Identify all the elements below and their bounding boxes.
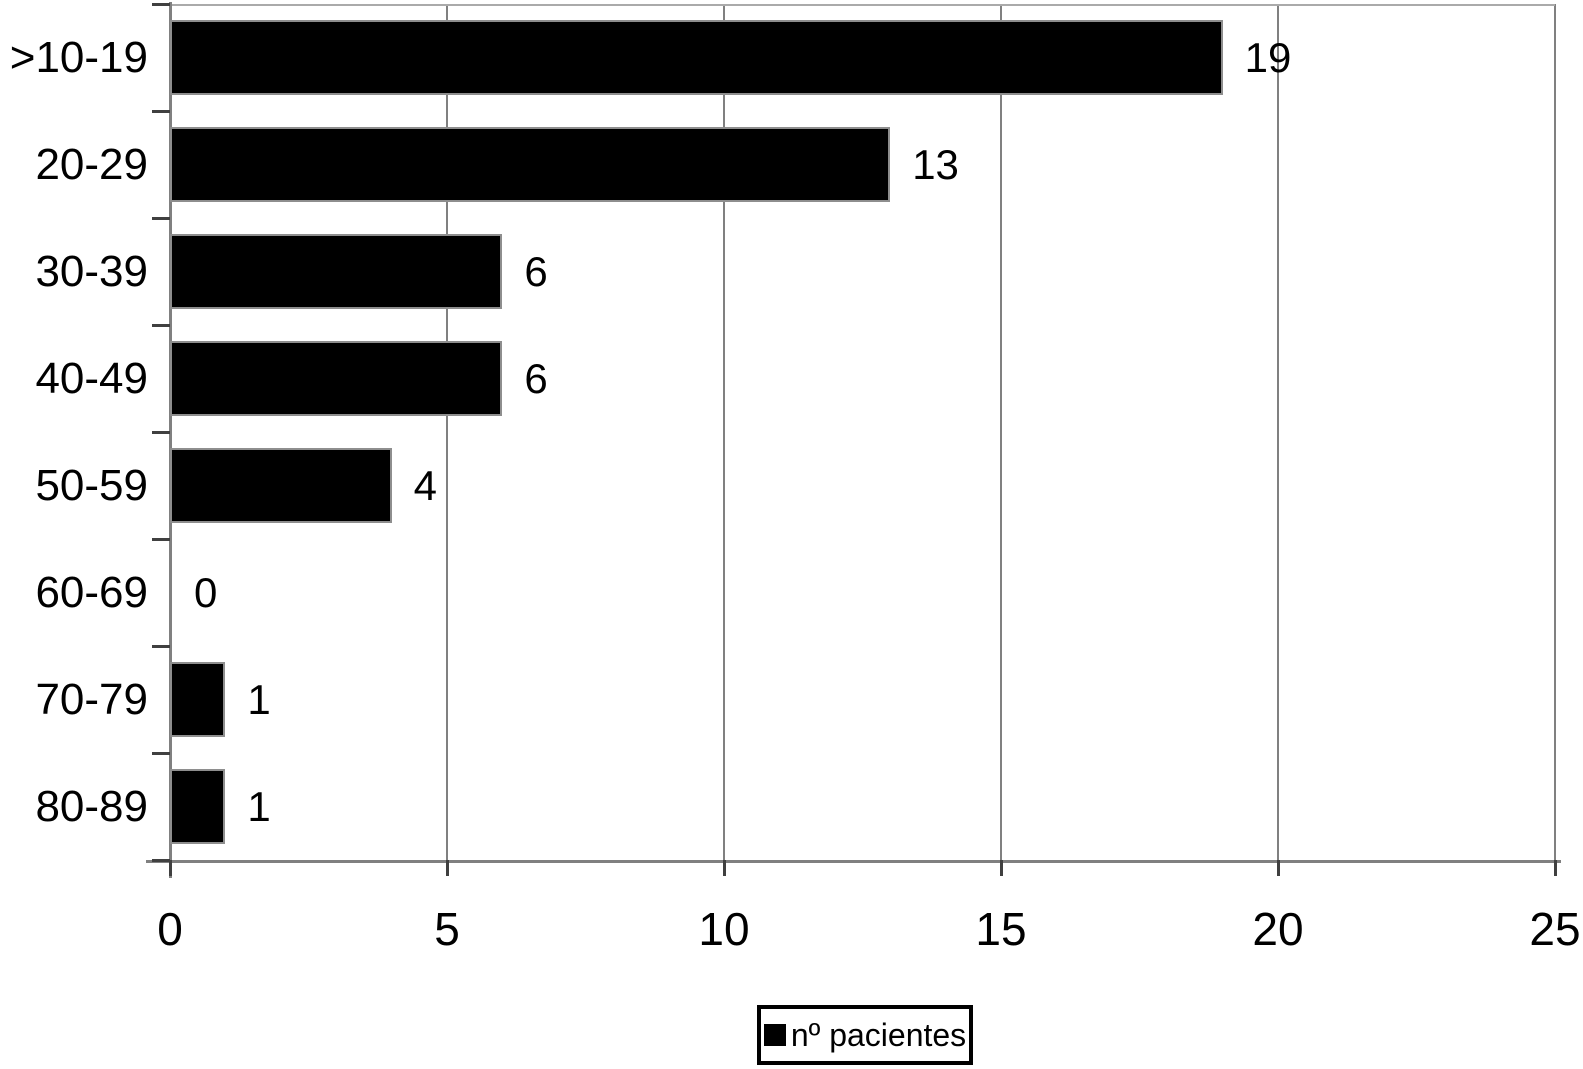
y-axis-tick — [152, 645, 170, 648]
plot-top-border — [170, 4, 1555, 6]
bar — [170, 341, 503, 416]
legend-swatch — [763, 1024, 786, 1046]
value-label: 1 — [247, 675, 271, 723]
bar — [170, 448, 392, 523]
bar — [170, 20, 1223, 95]
value-label: 4 — [413, 461, 437, 509]
x-axis-tick — [723, 860, 726, 876]
x-axis-label: 0 — [157, 903, 183, 955]
y-axis-tick — [152, 217, 170, 220]
x-axis-label: 15 — [975, 903, 1027, 955]
x-axis-tick — [1277, 860, 1280, 876]
y-axis-label: 80-89 — [35, 781, 148, 831]
value-label: 0 — [194, 568, 218, 616]
y-axis-tick — [152, 3, 170, 6]
x-axis-tick — [169, 860, 172, 876]
x-axis-label: 20 — [1252, 903, 1304, 955]
y-axis-tick — [152, 431, 170, 434]
x-axis-line — [146, 860, 1561, 863]
gridline — [1000, 4, 1002, 860]
y-axis-tick — [152, 324, 170, 327]
y-axis-tick — [152, 110, 170, 113]
y-axis-label: >10-19 — [9, 32, 148, 82]
y-axis-tick — [152, 859, 170, 862]
y-axis-label: 20-29 — [35, 139, 148, 189]
legend-label: nº pacientes — [790, 1017, 967, 1053]
value-label: 6 — [524, 354, 548, 402]
x-axis-label: 5 — [434, 903, 460, 955]
y-axis-label: 30-39 — [35, 246, 148, 296]
x-axis-label: 25 — [1529, 903, 1581, 955]
y-axis-label: 60-69 — [35, 567, 148, 617]
bar — [170, 769, 226, 844]
bar — [170, 127, 891, 202]
value-label: 19 — [1244, 33, 1292, 81]
x-axis-tick — [446, 860, 449, 876]
gridline — [1277, 4, 1279, 860]
x-axis-tick — [1000, 860, 1003, 876]
y-axis-line — [169, 2, 172, 878]
x-axis-tick — [1554, 860, 1557, 876]
y-axis-label: 40-49 — [35, 353, 148, 403]
y-axis-label: 50-59 — [35, 460, 148, 510]
y-axis-tick — [152, 538, 170, 541]
gridline — [723, 4, 725, 860]
y-axis-label: 70-79 — [35, 674, 148, 724]
gridline — [1554, 4, 1556, 860]
bar — [170, 662, 226, 737]
value-label: 1 — [247, 782, 271, 830]
x-axis-label: 10 — [698, 903, 750, 955]
legend: nº pacientes — [757, 1005, 973, 1065]
y-axis-tick — [152, 752, 170, 755]
value-label: 13 — [912, 140, 959, 188]
value-label: 6 — [524, 247, 548, 295]
gridline — [446, 4, 448, 860]
bar — [170, 234, 503, 309]
